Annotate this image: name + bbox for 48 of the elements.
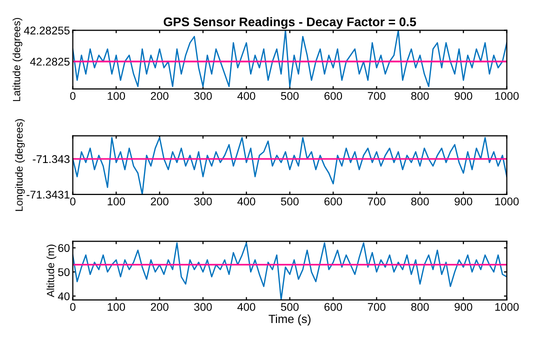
line-series bbox=[72, 136, 507, 194]
x-tick-label: 300 bbox=[194, 303, 212, 311]
x-tick-label: 100 bbox=[108, 92, 126, 100]
x-tick-label: 300 bbox=[194, 92, 212, 100]
x-tick-label: 200 bbox=[150, 92, 168, 100]
line-series bbox=[72, 30, 507, 88]
x-tick-label: 500 bbox=[280, 198, 299, 206]
y-tick-label: 60 bbox=[58, 244, 70, 252]
x-tick-label: 500 bbox=[280, 303, 299, 311]
x-tick-label: 1000 bbox=[495, 198, 519, 206]
x-tick-label: 900 bbox=[454, 92, 472, 100]
x-tick-label: 800 bbox=[411, 92, 429, 100]
x-tick-label: 100 bbox=[108, 198, 126, 206]
x-tick-label: 0 bbox=[70, 198, 76, 206]
x-tick-label: 700 bbox=[368, 198, 386, 206]
chart-title: GPS Sensor Readings - Decay Factor = 0.5 bbox=[164, 17, 416, 29]
x-tick-label: 400 bbox=[237, 92, 256, 100]
x-tick-label: 600 bbox=[324, 303, 342, 311]
y-axis-title: Altitude (m) bbox=[46, 244, 56, 298]
x-tick-label: 200 bbox=[150, 303, 168, 311]
y-tick-label: 42.2825 bbox=[30, 58, 70, 66]
y-tick-label: -71.343 bbox=[32, 155, 70, 164]
x-tick-label: 800 bbox=[411, 198, 429, 206]
x-tick-label: 800 bbox=[411, 303, 429, 311]
y-tick-label: 40 bbox=[58, 292, 70, 300]
x-tick-label: 1000 bbox=[495, 303, 519, 311]
x-tick-label: 0 bbox=[70, 92, 76, 100]
y-axis-title: Longitude (degrees) bbox=[15, 119, 25, 211]
x-tick-label: 400 bbox=[237, 198, 256, 206]
x-tick-label: 900 bbox=[454, 303, 472, 311]
x-tick-label: 200 bbox=[150, 198, 168, 206]
y-tick-label: 42.28255 bbox=[24, 26, 70, 34]
x-axis-title: Time (s) bbox=[268, 314, 310, 326]
line-series bbox=[72, 242, 507, 300]
x-tick-label: 400 bbox=[237, 303, 256, 311]
x-tick-label: 1000 bbox=[495, 92, 519, 100]
x-tick-label: 500 bbox=[280, 92, 299, 100]
x-tick-label: 100 bbox=[108, 303, 126, 311]
x-tick-label: 700 bbox=[368, 303, 386, 311]
x-tick-label: 600 bbox=[324, 198, 342, 206]
y-tick-label: 50 bbox=[58, 268, 70, 276]
y-tick-label: -71.3431 bbox=[26, 190, 70, 199]
x-tick-label: 900 bbox=[454, 198, 472, 206]
x-tick-label: 600 bbox=[324, 92, 342, 100]
x-tick-label: 300 bbox=[194, 198, 212, 206]
x-tick-label: 700 bbox=[368, 92, 386, 100]
x-tick-label: 0 bbox=[70, 303, 76, 311]
y-axis-title: Latitude (degrees) bbox=[12, 18, 22, 102]
